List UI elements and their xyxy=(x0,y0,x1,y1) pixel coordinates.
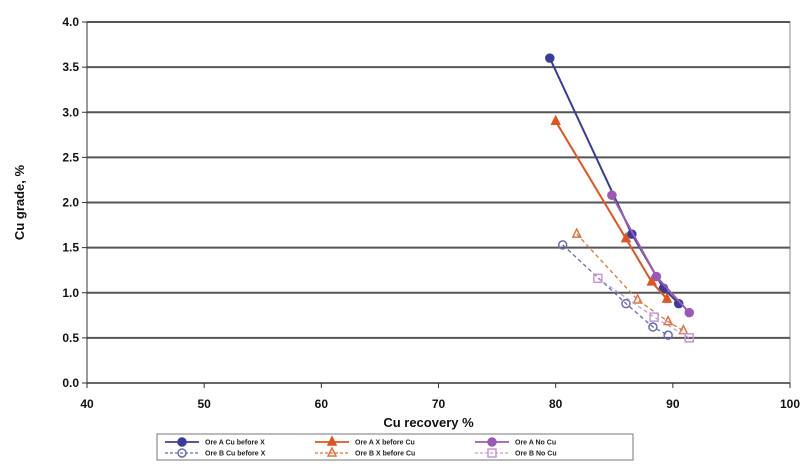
y-axis: 0.0 0.5 1.0 1.5 2.0 2.5 3.0 3.5 4.0 xyxy=(62,15,88,390)
y-tick-label: 4.0 xyxy=(62,15,79,29)
legend-marker xyxy=(326,446,338,457)
data-point xyxy=(621,298,631,309)
x-tick-label: 100 xyxy=(780,397,800,411)
data-point xyxy=(593,273,603,284)
legend-item: Ore A No Cu xyxy=(475,437,556,447)
grid-lines xyxy=(87,21,790,339)
series-line xyxy=(554,120,668,300)
legend-label: Ore B X before Cu xyxy=(355,451,415,458)
legend-item: Ore A Cu before X xyxy=(165,437,265,447)
data-point xyxy=(661,292,673,303)
y-tick-label: 1.0 xyxy=(62,286,79,300)
series-1 xyxy=(550,114,673,303)
data-point xyxy=(632,293,643,304)
legend-label: Ore A No Cu xyxy=(515,440,556,447)
data-point xyxy=(649,312,659,322)
data-point xyxy=(557,240,568,250)
legend-item: Ore B X before Cu xyxy=(315,446,415,458)
data-point xyxy=(684,333,694,343)
y-tick-label: 0.5 xyxy=(62,331,79,345)
y-tick-label: 3.0 xyxy=(62,105,79,119)
series-group xyxy=(545,53,694,343)
legend-label: Ore A X before Cu xyxy=(355,440,415,447)
data-point xyxy=(550,114,561,126)
data-point xyxy=(571,227,582,238)
x-tick-label: 40 xyxy=(80,397,94,411)
data-point xyxy=(620,231,632,243)
legend-marker xyxy=(177,448,187,458)
series-line xyxy=(597,277,690,339)
series-5 xyxy=(593,273,694,343)
legend-marker xyxy=(487,437,497,447)
data-point xyxy=(607,190,617,201)
x-tick-label: 60 xyxy=(315,397,329,411)
data-point xyxy=(678,323,689,335)
data-point xyxy=(663,330,673,340)
legend-marker xyxy=(177,437,187,447)
x-tick-label: 90 xyxy=(666,397,680,411)
x-axis-label: Cu recovery % xyxy=(383,415,474,430)
data-point xyxy=(646,275,657,286)
legend-item: Ore B No Cu xyxy=(475,448,557,458)
data-point xyxy=(684,307,694,318)
series-4 xyxy=(571,227,689,335)
legend-marker xyxy=(487,448,497,458)
data-point xyxy=(648,322,658,332)
legend-marker xyxy=(326,435,338,446)
x-axis: 40 50 60 70 80 90 100 xyxy=(80,382,800,411)
y-tick-label: 2.5 xyxy=(62,150,79,164)
y-tick-label: 2.0 xyxy=(62,196,79,210)
y-tick-label: 1.5 xyxy=(62,241,79,255)
series-line xyxy=(576,233,684,332)
legend-label: Ore B No Cu xyxy=(515,451,557,458)
x-tick-label: 80 xyxy=(549,397,563,411)
y-tick-label: 3.5 xyxy=(62,60,79,74)
legend-box xyxy=(156,433,634,461)
legend-label: Ore B Cu before X xyxy=(205,451,266,458)
legend-label: Ore A Cu before X xyxy=(205,440,265,447)
legend: Ore A Cu before X Ore A X before Cu Ore A … xyxy=(156,433,634,461)
y-axis-label: Cu grade, % xyxy=(12,164,27,240)
x-tick-label: 50 xyxy=(197,397,211,411)
legend-item: Ore B Cu before X xyxy=(165,448,266,458)
data-point xyxy=(662,314,674,326)
legend-item: Ore A X before Cu xyxy=(315,435,415,447)
data-point xyxy=(545,53,555,63)
x-tick-label: 70 xyxy=(432,397,446,411)
y-tick-label: 0.0 xyxy=(62,376,79,390)
series-2 xyxy=(607,190,694,318)
data-point xyxy=(651,271,662,282)
